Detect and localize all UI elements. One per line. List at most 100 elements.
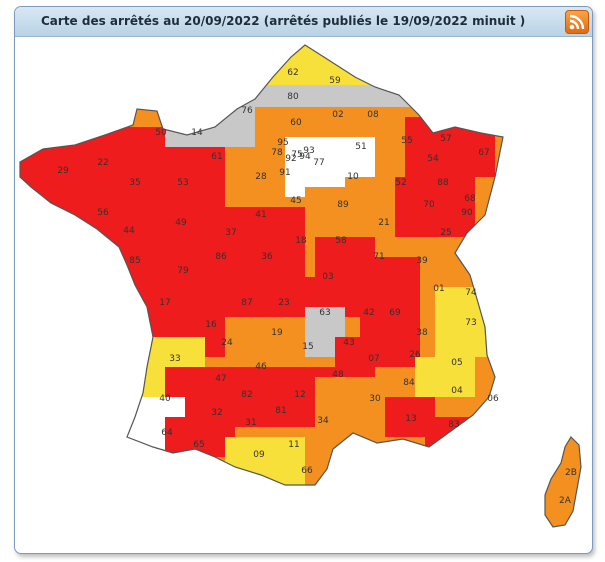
department-label-95: 95: [277, 138, 288, 148]
department-label-24: 24: [221, 338, 233, 348]
department-label-44: 44: [123, 226, 135, 236]
department-label-18: 18: [295, 236, 307, 246]
department-label-50: 50: [155, 128, 167, 138]
department-label-40: 40: [159, 394, 171, 404]
corsica-zones: [545, 437, 581, 527]
department-label-79: 79: [177, 266, 189, 276]
department-label-92: 92: [285, 154, 296, 164]
department-label-04: 04: [451, 386, 463, 396]
department-label-54: 54: [427, 154, 439, 164]
department-label-43: 43: [343, 338, 354, 348]
department-label-02: 02: [332, 110, 343, 120]
department-label-22: 22: [97, 158, 108, 168]
panel-header: Carte des arrêtés au 20/09/2022 (arrêtés…: [15, 7, 592, 37]
department-label-2A: 2A: [559, 496, 572, 506]
department-label-61: 61: [211, 152, 222, 162]
department-label-41: 41: [255, 210, 266, 220]
department-label-84: 84: [403, 378, 415, 388]
department-label-76: 76: [241, 106, 253, 116]
department-label-45: 45: [290, 196, 301, 206]
department-label-91: 91: [279, 168, 290, 178]
department-label-88: 88: [437, 178, 449, 188]
department-label-2B: 2B: [565, 468, 577, 478]
department-label-11: 11: [288, 440, 299, 450]
rss-feed-icon[interactable]: [565, 10, 589, 34]
department-label-85: 85: [129, 256, 140, 266]
department-label-07: 07: [368, 354, 379, 364]
department-label-35: 35: [129, 178, 140, 188]
department-label-81: 81: [275, 406, 286, 416]
department-label-05: 05: [451, 358, 462, 368]
department-label-31: 31: [245, 418, 256, 428]
department-label-32: 32: [211, 408, 222, 418]
department-label-73: 73: [465, 318, 476, 328]
department-label-86: 86: [215, 252, 227, 262]
department-label-15: 15: [302, 342, 313, 352]
panel-title: Carte des arrêtés au 20/09/2022 (arrêtés…: [41, 14, 526, 28]
department-label-01: 01: [433, 284, 444, 294]
department-label-68: 68: [464, 194, 476, 204]
department-label-93: 93: [303, 146, 314, 156]
department-label-42: 42: [363, 308, 374, 318]
department-label-67: 67: [478, 148, 489, 158]
department-label-71: 71: [373, 252, 384, 262]
department-label-23: 23: [278, 298, 289, 308]
department-label-28: 28: [255, 172, 267, 182]
department-label-63: 63: [319, 308, 330, 318]
department-label-37: 37: [225, 228, 236, 238]
department-label-25: 25: [440, 228, 451, 238]
department-label-16: 16: [205, 320, 217, 330]
department-label-66: 66: [301, 466, 313, 476]
department-label-21: 21: [378, 218, 389, 228]
department-label-90: 90: [461, 208, 473, 218]
department-label-39: 39: [416, 256, 428, 266]
department-label-52: 52: [395, 178, 406, 188]
department-label-82: 82: [241, 390, 252, 400]
department-label-29: 29: [57, 166, 69, 176]
department-label-65: 65: [193, 440, 204, 450]
department-label-38: 38: [416, 328, 428, 338]
department-label-06: 06: [487, 394, 499, 404]
department-label-08: 08: [367, 110, 379, 120]
department-label-46: 46: [255, 362, 267, 372]
department-label-70: 70: [423, 200, 435, 210]
department-label-69: 69: [389, 308, 401, 318]
department-label-19: 19: [271, 328, 283, 338]
department-label-62: 62: [287, 68, 298, 78]
department-label-48: 48: [332, 370, 344, 380]
department-label-13: 13: [405, 414, 416, 424]
department-label-56: 56: [97, 208, 109, 218]
department-label-10: 10: [347, 172, 359, 182]
department-label-12: 12: [294, 390, 305, 400]
map-canvas: 62 59 80 76 02 08 60 14 50 55 57 67 51 54 61 78 77 29 22 35…: [19, 44, 582, 528]
department-label-59: 59: [329, 76, 341, 86]
department-label-77: 77: [313, 158, 324, 168]
department-label-89: 89: [337, 200, 349, 210]
department-label-80: 80: [287, 92, 299, 102]
department-label-09: 09: [253, 450, 265, 460]
department-labels: 62 59 80 76 02 08 60 14 50 55 57 67 51 54 61 78 77 29 22 35…: [57, 68, 577, 506]
department-label-49: 49: [175, 218, 187, 228]
department-label-87: 87: [241, 298, 252, 308]
map-panel: Carte des arrêtés au 20/09/2022 (arrêtés…: [14, 6, 593, 554]
department-label-03: 03: [322, 272, 333, 282]
department-label-26: 26: [409, 350, 421, 360]
mainland-zones: [20, 45, 503, 485]
department-label-75: 75: [291, 150, 302, 160]
department-label-33: 33: [169, 354, 180, 364]
department-label-55: 55: [401, 136, 412, 146]
department-label-51: 51: [355, 142, 366, 152]
department-label-64: 64: [161, 428, 173, 438]
department-label-30: 30: [369, 394, 381, 404]
department-label-78: 78: [271, 148, 283, 158]
department-label-83: 83: [448, 420, 459, 430]
department-label-53: 53: [177, 178, 188, 188]
department-label-14: 14: [191, 128, 203, 138]
department-label-17: 17: [159, 298, 170, 308]
department-label-60: 60: [290, 118, 302, 128]
france-drought-map: 62 59 80 76 02 08 60 14 50 55 57 67 51 54 61 78 77 29 22 35…: [15, 37, 592, 553]
department-label-57: 57: [440, 134, 451, 144]
department-label-34: 34: [317, 416, 329, 426]
department-label-58: 58: [335, 236, 347, 246]
department-label-47: 47: [215, 374, 226, 384]
